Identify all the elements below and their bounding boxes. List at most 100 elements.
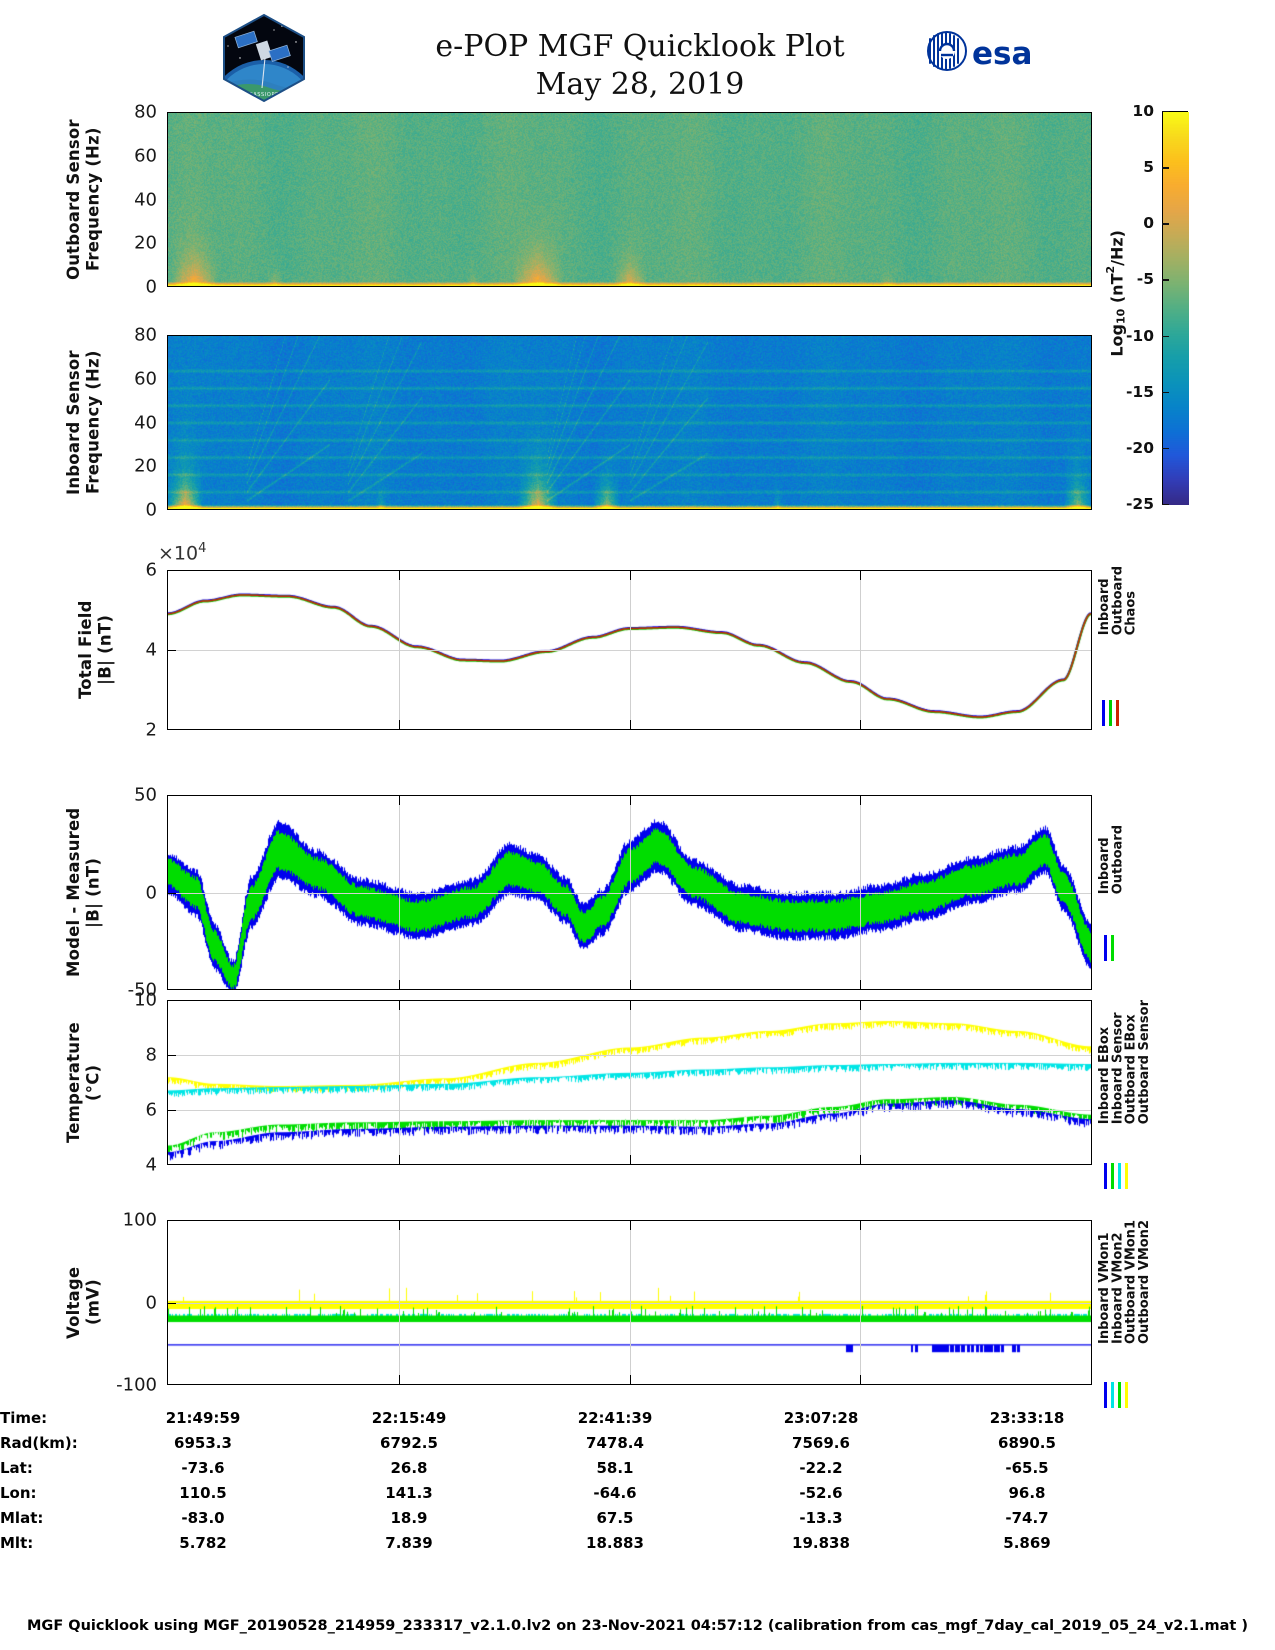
colorbar-label-text: Log10 (nT2/Hz) xyxy=(1104,230,1128,357)
x-tick-mark xyxy=(398,1375,400,1384)
table-cell: -52.6 xyxy=(799,1483,843,1502)
table-cell: 21:49:59 xyxy=(165,1408,241,1427)
outboard-spectrogram-ytick-40: 40 xyxy=(134,189,157,210)
legend-swatch xyxy=(1125,1382,1128,1408)
x-tick-mark xyxy=(398,1221,400,1230)
row-label: Lon: xyxy=(0,1483,37,1502)
colorbar-tick-mark xyxy=(1162,391,1169,394)
colorbar-tick-labels: 10 5 0 -5 -10 -15 -20 -25 xyxy=(1108,102,1169,513)
table-cell: 141.3 xyxy=(385,1483,433,1502)
row-label: Rad(km): xyxy=(0,1433,78,1452)
table-row: Time: 21:49:59 22:15:49 22:41:39 23:07:28 23:… xyxy=(0,1405,1130,1430)
model-minus-measured-legend: Inboard Outboard xyxy=(1097,825,1126,930)
x-tick-mark xyxy=(860,571,862,580)
inboard-spectrogram-ytick-60: 60 xyxy=(134,368,157,390)
x-gridline xyxy=(860,1221,862,1384)
inboard-spectrogram-ytick-0: 0 xyxy=(145,499,157,521)
x-tick-mark xyxy=(860,980,862,989)
total-field-legend-labels: Inboard Outboard Chaos xyxy=(1097,566,1139,636)
table-row: Mlat: -83.0 18.9 67.5 -13.3 -74.7 xyxy=(0,1505,1130,1530)
total-field-ylabel: Total Field |B| (nT) xyxy=(76,600,115,700)
x-tick-mark xyxy=(398,720,400,729)
colorbar-tick-mark xyxy=(1162,223,1169,225)
x-tick-mark xyxy=(629,1375,631,1384)
ephemeris-table: Time: 21:49:59 22:15:49 22:41:39 23:07:28 23:… xyxy=(0,1405,1275,1555)
model-minus-measured-legend-labels: Inboard Outboard xyxy=(1097,825,1126,895)
x-gridline xyxy=(860,571,862,729)
table-cell: -64.6 xyxy=(593,1483,637,1502)
x-tick-mark xyxy=(860,796,862,805)
x-tick-mark xyxy=(860,1375,862,1384)
footer-provenance-note: MGF Quicklook using MGF_20190528_214959_… xyxy=(26,1618,1248,1634)
total-field-legend-swatches xyxy=(1102,700,1119,726)
model-minus-measured-ylabel: Model - Measured |B| (nT) xyxy=(64,807,103,978)
legend-swatch xyxy=(1125,1163,1128,1189)
outboard-spectrogram-ylabel: Outboard Sensor Frequency (Hz) xyxy=(64,119,103,280)
temperature-panel[interactable] xyxy=(167,1000,1092,1165)
inboard-spectrogram-image xyxy=(168,336,1091,509)
colorbar-axis-label: Log10 (nT2/Hz) xyxy=(1104,230,1128,357)
x-tick-mark xyxy=(860,1001,862,1010)
row-label: Mlat: xyxy=(0,1508,44,1527)
table-cell: 110.5 xyxy=(179,1483,227,1502)
y-tick-mark xyxy=(168,1110,176,1111)
colorbar-tick-mark xyxy=(1162,279,1169,281)
inboard-spectrogram-ytick-80: 80 xyxy=(134,324,157,346)
x-tick-mark xyxy=(629,1001,631,1010)
x-gridline xyxy=(629,1221,631,1384)
table-cell: -73.6 xyxy=(181,1458,225,1477)
table-cell: 26.8 xyxy=(390,1458,428,1477)
x-tick-mark xyxy=(398,1155,400,1164)
x-tick-mark xyxy=(398,796,400,805)
table-cell: 19.838 xyxy=(792,1533,850,1552)
legend-swatch xyxy=(1104,935,1107,961)
x-gridline xyxy=(398,796,400,989)
table-cell: -65.5 xyxy=(1005,1458,1049,1477)
voltage-ytick-0: 0 xyxy=(145,1292,157,1313)
ephemeris-table-grid: Time: 21:49:59 22:15:49 22:41:39 23:07:28 23:… xyxy=(0,1405,1130,1555)
table-cell: -13.3 xyxy=(799,1508,843,1527)
model-minus-measured-yticks: 50 0 -50 xyxy=(103,785,163,1001)
table-cell: -74.7 xyxy=(1005,1508,1049,1527)
temperature-ytick-8: 8 xyxy=(145,1044,157,1066)
legend-swatch xyxy=(1109,700,1112,726)
y-tick-mark xyxy=(168,892,176,894)
table-cell: 6953.3 xyxy=(174,1433,232,1452)
model-minus-measured-panel[interactable] xyxy=(167,795,1092,990)
voltage-legend: Inboard VMon1 Inboard VMon2 Outboard VMo… xyxy=(1097,1220,1152,1375)
title-line-2: May 28, 2019 xyxy=(535,67,745,103)
total-field-ytick-6: 6 xyxy=(145,559,157,581)
temperature-ytick-4: 4 xyxy=(145,1154,157,1176)
esa-logo-icon: esa xyxy=(925,28,1045,76)
x-tick-mark xyxy=(629,1155,631,1164)
header-band: CASSIOPE e-POP MGF Quicklook Plot May 28… xyxy=(0,0,1275,110)
temperature-ylabel: Temperature (°C) xyxy=(64,1022,103,1143)
voltage-ytick--100: -100 xyxy=(116,1374,157,1396)
x-tick-mark xyxy=(629,1221,631,1230)
table-cell: 58.1 xyxy=(596,1458,634,1477)
x-gridline xyxy=(860,1001,862,1164)
colorbar-tick-0: 0 xyxy=(1143,214,1154,233)
table-cell: 96.8 xyxy=(1008,1483,1046,1502)
x-gridline xyxy=(398,571,400,729)
inboard-spectrogram-panel[interactable] xyxy=(167,335,1092,510)
colorbar-tick-mark xyxy=(1162,111,1169,113)
model-minus-measured-ytick-50: 50 xyxy=(134,784,157,806)
x-gridline xyxy=(860,796,862,989)
total-field-ytick-2: 2 xyxy=(145,719,157,741)
x-tick-mark xyxy=(629,980,631,989)
x-gridline xyxy=(398,1001,400,1164)
legend-swatch xyxy=(1102,700,1105,726)
esa-wordmark: esa xyxy=(972,36,1032,72)
outboard-spectrogram-panel[interactable] xyxy=(167,112,1092,287)
legend-swatch xyxy=(1104,1382,1107,1408)
voltage-panel[interactable] xyxy=(167,1220,1092,1385)
table-cell: 6792.5 xyxy=(380,1433,438,1452)
total-field-panel[interactable] xyxy=(167,570,1092,730)
table-row: Lat: -73.6 26.8 58.1 -22.2 -65.5 xyxy=(0,1455,1130,1480)
table-cell: 18.9 xyxy=(390,1508,428,1527)
colorbar-tick-5: 5 xyxy=(1143,158,1154,177)
legend-swatch xyxy=(1111,935,1114,961)
total-field-exponent: ×104 xyxy=(158,541,207,565)
colorbar-tick-mark xyxy=(1162,504,1169,506)
